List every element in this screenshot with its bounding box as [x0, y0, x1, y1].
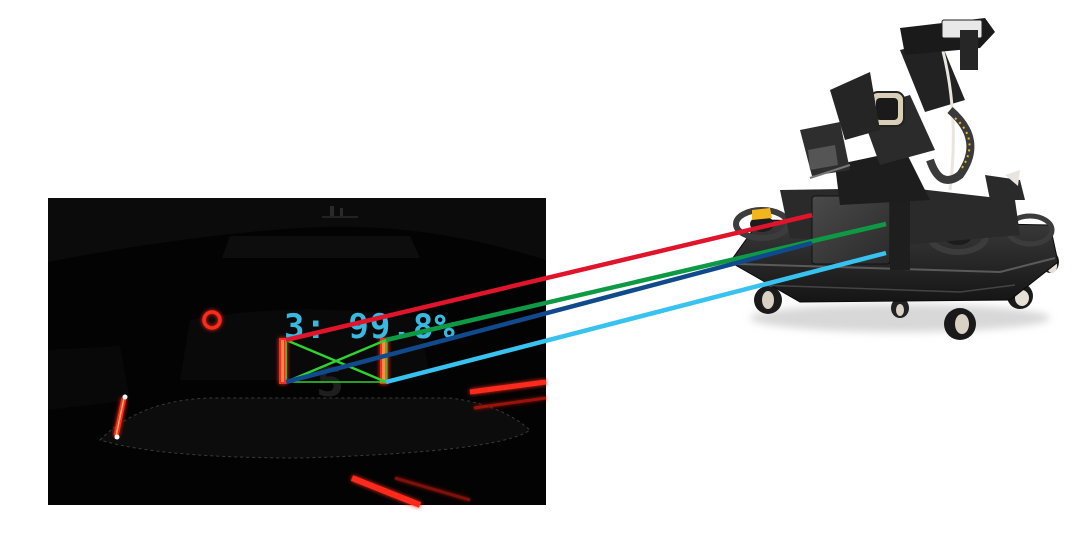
match-lines: [285, 212, 887, 385]
detection-box: [279, 338, 388, 384]
match-line-light-blue: [385, 250, 887, 385]
camera-frame-image: 5: [48, 198, 547, 508]
detection-label: 3: 99.8%: [284, 307, 456, 347]
mobile-manipulator-robot-image: [729, 18, 1059, 340]
match-line-dark-blue: [285, 240, 813, 385]
left-marker-bar: [113, 394, 128, 440]
red-ring-marker: [202, 310, 222, 330]
match-line-red: [285, 212, 813, 343]
red-light-streaks: [350, 379, 547, 508]
